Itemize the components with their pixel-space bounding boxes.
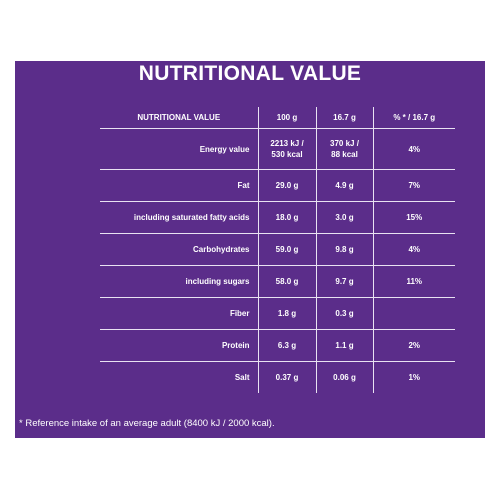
value-kj: 2213 kJ /: [270, 139, 304, 148]
row-label: Energy value: [100, 128, 258, 170]
value-percent: 11%: [372, 265, 455, 298]
value-per-100g: 2213 kJ / 530 kcal: [257, 128, 316, 170]
table-row: including saturated fatty acids 18.0 g 3…: [100, 201, 455, 234]
value-per-portion: 9.7 g: [315, 265, 373, 298]
row-label: Carbohydrates: [100, 233, 258, 266]
value-per-portion: 1.1 g: [315, 329, 373, 362]
value-kj: 370 kJ /: [330, 139, 359, 148]
value-per-100g: 1.8 g: [257, 297, 316, 330]
value-per-portion: 9.8 g: [315, 233, 373, 266]
value-kcal: 88 kcal: [331, 150, 358, 159]
value-percent: 4%: [372, 128, 455, 170]
page-title: NUTRITIONAL VALUE: [138, 62, 362, 85]
footnote: * Reference intake of an average adult (…: [19, 418, 275, 429]
nutrition-panel: NUTRITIONAL VALUE NUTRITIONAL VALUE 100 …: [15, 61, 485, 438]
value-per-100g: 58.0 g: [257, 265, 316, 298]
row-label: including sugars: [100, 265, 258, 298]
value-per-portion: 3.0 g: [315, 201, 373, 234]
row-label: Fat: [100, 169, 258, 202]
value-percent: 15%: [372, 201, 455, 234]
column-header-per-portion: 16.7 g: [315, 107, 373, 129]
table-row: Fat 29.0 g 4.9 g 7%: [100, 169, 455, 202]
row-label: Protein: [100, 329, 258, 362]
table-row: Fiber 1.8 g 0.3 g: [100, 297, 455, 330]
value-percent: [372, 297, 455, 330]
column-header-per-100g: 100 g: [257, 107, 316, 129]
value-percent: 2%: [372, 329, 455, 362]
value-per-portion: 4.9 g: [315, 169, 373, 202]
table-row: including sugars 58.0 g 9.7 g 11%: [100, 265, 455, 298]
row-label: Fiber: [100, 297, 258, 330]
value-per-portion: 0.06 g: [315, 361, 373, 393]
table-row: Protein 6.3 g 1.1 g 2%: [100, 329, 455, 362]
table-row: Salt 0.37 g 0.06 g 1%: [100, 361, 455, 393]
value-percent: 1%: [372, 361, 455, 393]
row-label: Salt: [234, 373, 250, 382]
value-kcal: 530 kcal: [271, 150, 303, 159]
value-percent: 4%: [372, 233, 455, 266]
value-per-100g: 59.0 g: [257, 233, 316, 266]
value-per-100g: 0.37 g: [257, 361, 316, 393]
table-row: Energy value 2213 kJ / 530 kcal 370 kJ /…: [100, 128, 455, 170]
table-header-row: NUTRITIONAL VALUE 100 g 16.7 g % * / 16.…: [100, 107, 455, 129]
value-per-100g: 29.0 g: [257, 169, 316, 202]
value-per-portion: 370 kJ / 88 kcal: [315, 128, 373, 170]
row-label: including saturated fatty acids: [100, 201, 258, 234]
value-per-100g: 18.0 g: [257, 201, 316, 234]
value-per-portion: 0.3 g: [315, 297, 373, 330]
value-per-100g: 6.3 g: [257, 329, 316, 362]
nutrition-table: NUTRITIONAL VALUE 100 g 16.7 g % * / 16.…: [100, 107, 455, 393]
value-percent: 7%: [372, 169, 455, 202]
column-header-nutrient: NUTRITIONAL VALUE: [100, 107, 258, 129]
table-row: Carbohydrates 59.0 g 9.8 g 4%: [100, 233, 455, 266]
column-header-percent: % * / 16.7 g: [372, 107, 455, 129]
